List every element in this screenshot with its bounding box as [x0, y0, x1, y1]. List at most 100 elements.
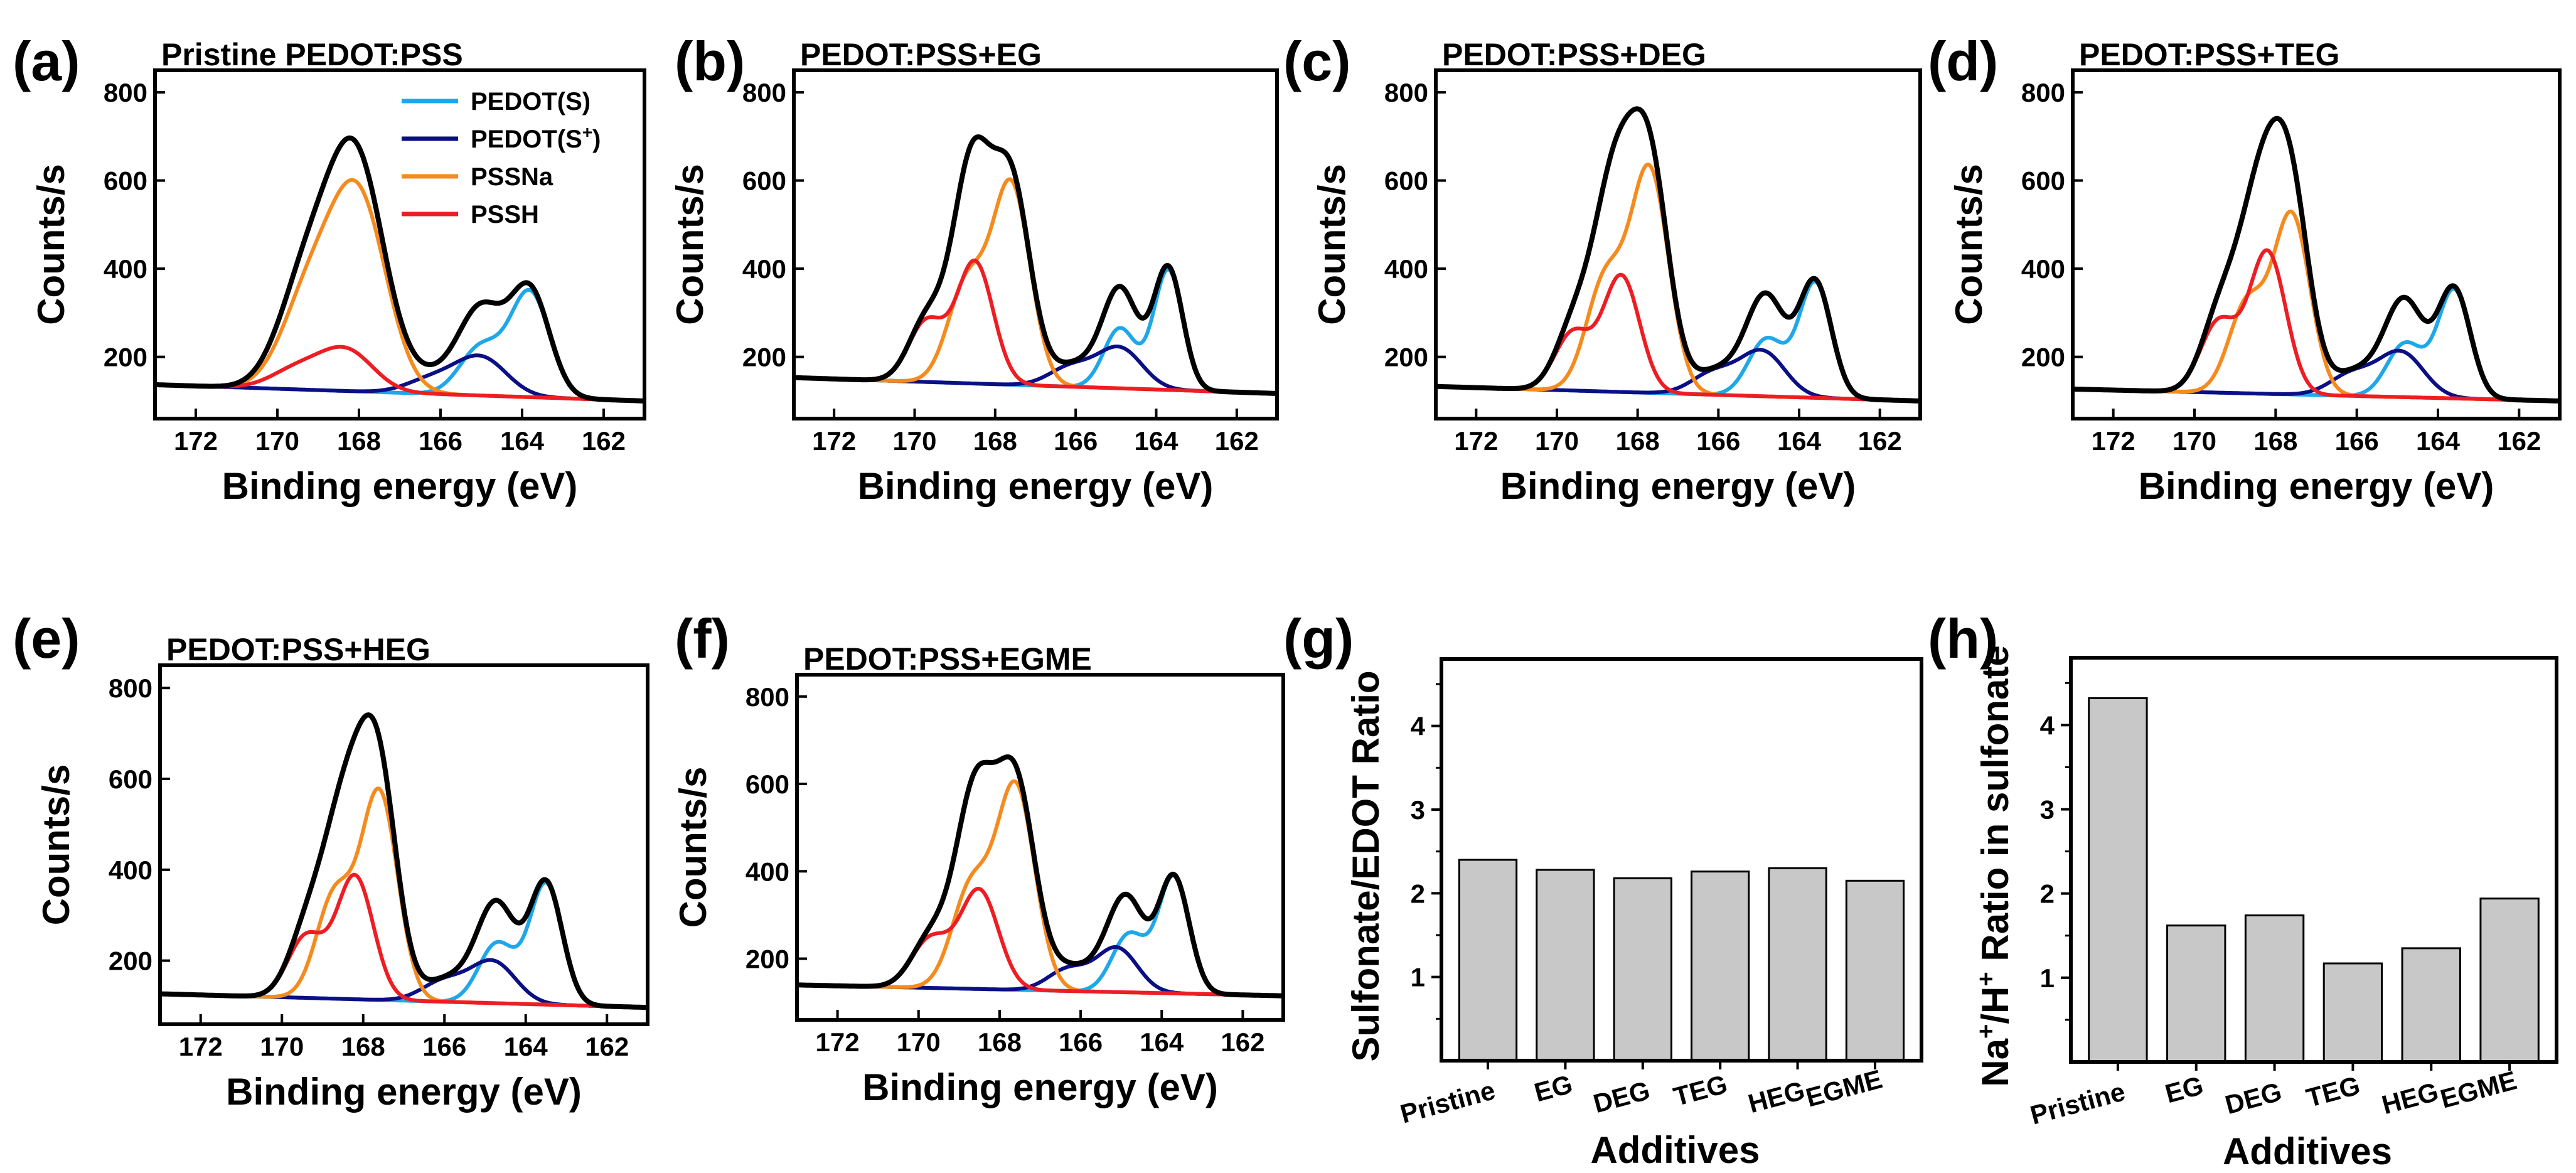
- x-tick-label: 168: [1616, 426, 1660, 456]
- plot-frame: [153, 68, 646, 420]
- x-tick-label: 168: [341, 1032, 385, 1061]
- x-tick-label: 172: [816, 1027, 860, 1057]
- y-tick-label: 400: [1384, 254, 1428, 284]
- plot-area: [155, 135, 644, 404]
- legend-label: PEDOT(S): [471, 88, 591, 115]
- bar-eg: [1536, 869, 1595, 1062]
- plot-frame: [1434, 68, 1922, 420]
- legend-label: PEDOT(S+): [471, 122, 601, 154]
- y-tick-label: 2: [1411, 879, 1425, 908]
- x-axis-label: Additives: [2223, 1130, 2392, 1172]
- x-tick-label: 172: [174, 426, 218, 456]
- y-tick-label: 200: [1384, 343, 1428, 372]
- x-tick-label: 162: [582, 426, 626, 456]
- bar-pristine: [1458, 859, 1518, 1062]
- series-pssna: [1436, 163, 1920, 403]
- x-axis-label: Binding energy (eV): [2139, 465, 2494, 507]
- y-tick-label: 800: [104, 78, 147, 107]
- x-tick-label: 164: [2416, 426, 2461, 456]
- y-tick-label: 400: [746, 857, 789, 886]
- x-tick-label: 164: [1134, 426, 1178, 456]
- x-tick-label: EGME: [1803, 1064, 1886, 1112]
- y-tick-label: 3: [1411, 795, 1425, 825]
- plot-area: [2073, 115, 2560, 404]
- x-tick-label: TEG: [1670, 1069, 1731, 1111]
- series-envelope: [155, 135, 644, 404]
- x-tick-label: 166: [2335, 426, 2379, 456]
- x-tick-label: DEG: [1590, 1075, 1653, 1118]
- x-tick-label: EG: [1531, 1069, 1576, 1107]
- x-tick-label: 162: [1221, 1027, 1264, 1057]
- y-tick-label: 1: [1411, 963, 1425, 992]
- y-tick-label: 800: [109, 673, 152, 703]
- x-axis-label: Binding energy (eV): [222, 465, 578, 507]
- x-tick-label: 172: [179, 1032, 223, 1061]
- plot-frame: [158, 663, 649, 1026]
- x-tick-label: 168: [978, 1027, 1022, 1057]
- y-tick-label: 400: [2021, 254, 2065, 284]
- y-axis-label: Na+/H+ Ratio in sulfonate: [1972, 645, 2016, 1086]
- bar-deg: [2244, 914, 2305, 1063]
- x-tick-label: Pristine: [2027, 1076, 2128, 1130]
- x-tick-label: 168: [2253, 426, 2297, 456]
- panel-label: (f): [675, 608, 730, 670]
- bar-deg: [1613, 877, 1672, 1062]
- panel-title: PEDOT:PSS+HEG: [166, 632, 430, 667]
- panel-title: PEDOT:PSS+EG: [800, 37, 1042, 72]
- x-tick-label: 166: [419, 426, 462, 456]
- x-tick-label: 162: [2497, 426, 2541, 456]
- x-tick-label: 172: [812, 426, 856, 456]
- x-tick-label: 172: [2092, 426, 2135, 456]
- bar-heg: [2401, 947, 2461, 1063]
- y-tick-label: 200: [104, 343, 147, 372]
- panel-title: PEDOT:PSS+DEG: [1442, 37, 1706, 72]
- plot-frame: [795, 673, 1285, 1022]
- bar-teg: [1691, 870, 1750, 1062]
- panel-label: (h): [1928, 608, 1998, 670]
- y-tick-label: 600: [2021, 166, 2065, 196]
- bar-heg: [1768, 867, 1827, 1062]
- y-tick-label: 600: [109, 764, 152, 794]
- y-tick-label: 200: [109, 946, 152, 976]
- y-tick-label: 600: [742, 166, 786, 196]
- plot-frame: [1440, 657, 1923, 1063]
- y-tick-label: 800: [1384, 78, 1428, 107]
- y-tick-label: 200: [742, 343, 786, 372]
- y-tick-label: 400: [109, 855, 152, 885]
- x-tick-label: HEG: [1745, 1075, 1808, 1118]
- x-tick-label: 170: [255, 426, 299, 456]
- plot-area: [1436, 106, 1920, 404]
- y-tick-label: 800: [746, 682, 789, 712]
- panel-f: 172 170 168 166 164 162 200 400 600 800 Binding en…: [672, 608, 1285, 1108]
- x-tick-label: 166: [422, 1032, 466, 1061]
- bar-eg: [2166, 924, 2226, 1063]
- x-tick-label: 170: [1535, 426, 1579, 456]
- panel-title: PEDOT:PSS+EGME: [803, 641, 1092, 677]
- y-tick-label: 400: [742, 254, 786, 284]
- x-tick-label: 166: [1696, 426, 1740, 456]
- x-tick-label: 170: [892, 426, 936, 456]
- y-axis-label: Counts/s: [669, 164, 711, 325]
- x-tick-label: EG: [2162, 1070, 2206, 1108]
- plot-area: [794, 134, 1277, 396]
- series-envelope: [160, 712, 648, 1010]
- series-envelope: [2073, 115, 2560, 404]
- y-tick-label: 200: [746, 945, 789, 974]
- x-tick-label: 166: [1059, 1027, 1103, 1057]
- panel-d: 172 170 168 166 164 162 200 400 600 800 Binding en…: [1928, 30, 2562, 507]
- panel-label: (b): [675, 30, 745, 92]
- x-tick-label: 170: [260, 1032, 304, 1061]
- legend-label: PSSH: [471, 201, 539, 228]
- x-tick-label: 164: [500, 426, 545, 456]
- y-tick-label: 3: [2040, 795, 2055, 825]
- panel-label: (e): [13, 608, 80, 670]
- panel-e: 172 170 168 166 164 162 200 400 600 800 Binding en…: [13, 608, 649, 1113]
- y-tick-label: 200: [2021, 343, 2065, 372]
- x-axis-label: Binding energy (eV): [226, 1071, 582, 1113]
- panel-a: 172 170 168 166 164 162 200 400 600 800 Binding en…: [13, 30, 646, 507]
- y-axis-label: Counts/s: [672, 767, 714, 928]
- x-tick-label: 162: [585, 1032, 629, 1061]
- y-tick-label: 2: [2040, 879, 2055, 909]
